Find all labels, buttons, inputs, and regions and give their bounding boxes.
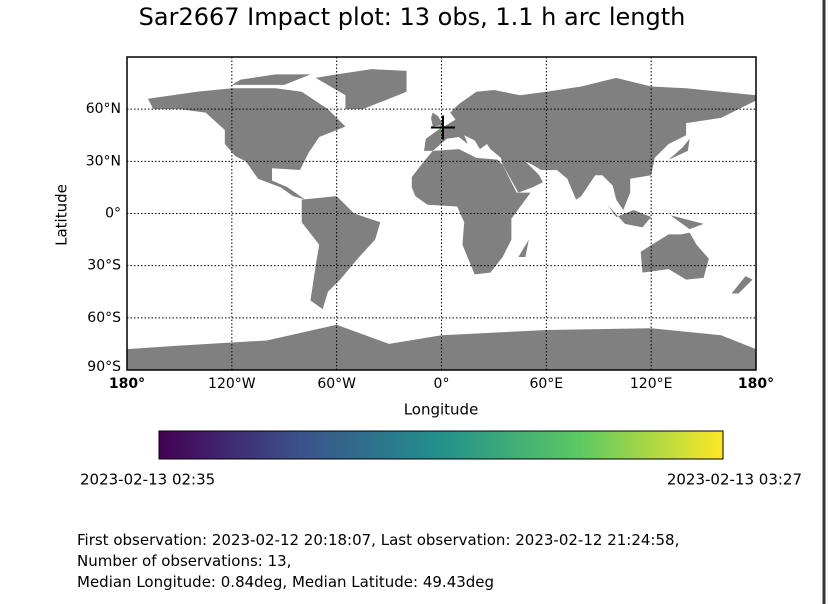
footer-line: First observation: 2023-02-12 20:18:07, …	[77, 531, 680, 549]
y-tick-label: 30°S	[87, 258, 121, 274]
chart-title: Sar2667 Impact plot: 13 obs, 1.1 h arc l…	[139, 3, 686, 31]
x-tick-label: 60°E	[529, 376, 563, 392]
footer: First observation: 2023-02-12 20:18:07, …	[77, 530, 679, 593]
plot-frame	[126, 56, 757, 371]
landmass	[668, 138, 690, 160]
landmass	[424, 77, 756, 211]
landmass	[315, 69, 407, 110]
footer-line: Number of observations: 13,	[77, 552, 292, 570]
landmass	[431, 112, 444, 127]
y-tick-label: 60°N	[86, 101, 121, 117]
y-axis-label: Latitude	[53, 184, 71, 246]
landmass	[607, 204, 652, 228]
landmass	[518, 239, 529, 257]
landmass	[731, 276, 753, 294]
landmass	[670, 215, 704, 230]
landmass	[231, 74, 311, 85]
y-tick-label: 0°	[105, 206, 121, 222]
y-tick-label: 30°N	[86, 153, 121, 169]
landmass	[640, 232, 709, 280]
colorbar-min-label: 2023-02-13 02:35	[80, 471, 215, 489]
x-tick-label: 0°	[434, 376, 450, 392]
impact-marker	[430, 115, 455, 140]
colorbar	[158, 430, 724, 460]
landmass	[127, 324, 756, 370]
x-tick-label: 180°	[109, 376, 145, 392]
x-tick-label: 120°E	[630, 376, 673, 392]
y-tick-label: 60°S	[87, 310, 121, 326]
x-tick-label: 180°	[738, 376, 774, 392]
x-tick-label: 60°W	[317, 376, 356, 392]
x-axis-label: Longitude	[404, 401, 479, 419]
y-tick-label: 90°S	[87, 359, 121, 375]
x-tick-label: 120°W	[208, 376, 256, 392]
landmass	[301, 196, 381, 310]
footer-line: Median Longitude: 0.84deg, Median Latitu…	[77, 573, 495, 591]
colorbar-max-label: 2023-02-13 03:27	[667, 471, 802, 489]
landmass	[147, 88, 346, 200]
